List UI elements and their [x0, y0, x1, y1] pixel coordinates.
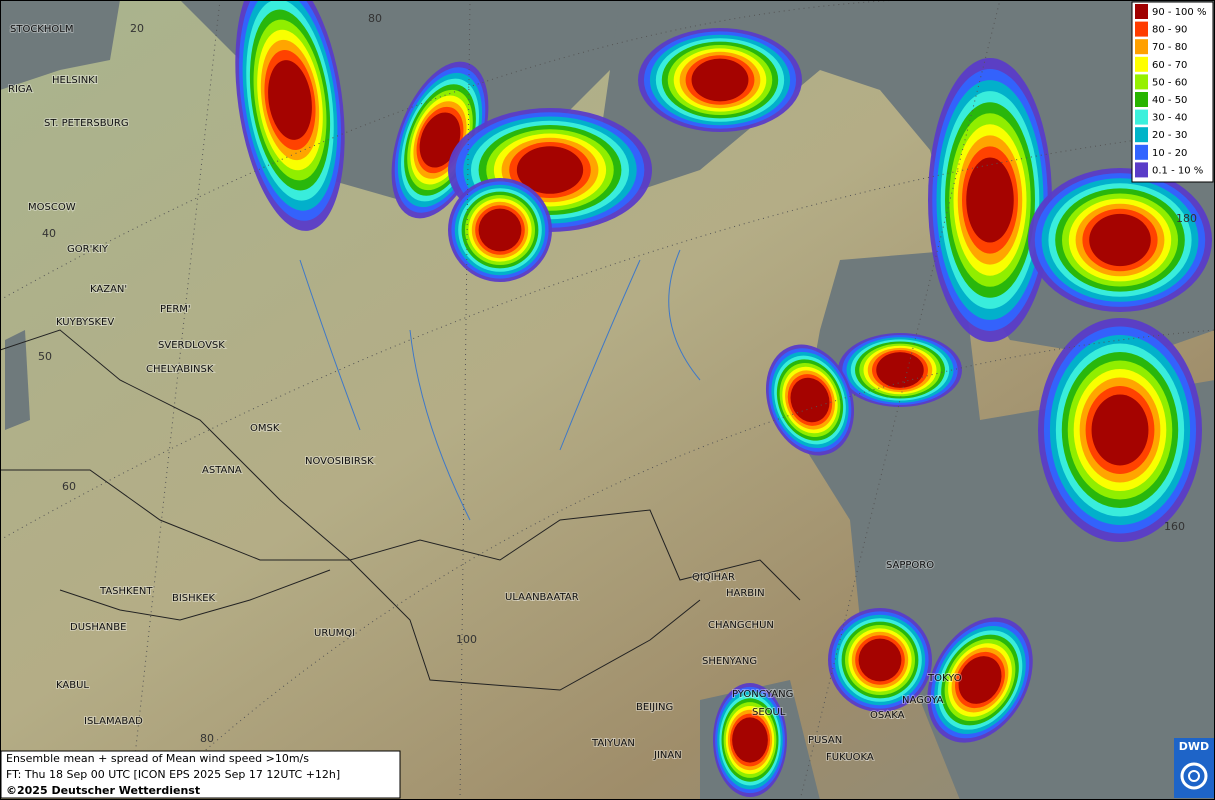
- info-box: Ensemble mean + spread of Mean wind spee…: [0, 750, 401, 799]
- legend-label: 0.1 - 10 %: [1152, 165, 1203, 176]
- legend-label: 20 - 30: [1152, 130, 1187, 141]
- city-label: HARBIN: [726, 588, 765, 599]
- prob-area: [732, 717, 768, 763]
- prob-area: [966, 157, 1014, 243]
- prob-area: [419, 112, 461, 168]
- legend-swatch: [1135, 56, 1148, 72]
- city-label: SVERDLOVSK: [158, 340, 225, 351]
- legend-label: 10 - 20: [1152, 148, 1187, 159]
- city-label: NAGOYA: [902, 695, 944, 706]
- legend-label: 80 - 90: [1152, 25, 1187, 36]
- city-label: OMSK: [250, 423, 280, 434]
- city-label: PUSAN: [808, 735, 842, 746]
- city-label: BISHKEK: [172, 593, 216, 604]
- graticule-label: 160: [1164, 520, 1185, 533]
- graticule-label: 80: [200, 732, 214, 745]
- legend: 90 - 100 % 80 - 90 70 - 80 60 - 70 50 - 60 40…: [1131, 1, 1214, 183]
- legend-swatch: [1135, 39, 1148, 55]
- info-line: ©2025 Deutscher Wetterdienst: [6, 784, 200, 797]
- city-label: PERM': [160, 304, 191, 315]
- logo-icon: [1188, 770, 1200, 782]
- city-label: OSAKA: [870, 710, 905, 721]
- city-label: SEOUL: [752, 707, 786, 718]
- city-label: BEIJING: [636, 702, 673, 713]
- city-label: ST. PETERSBURG: [44, 118, 129, 129]
- legend-swatch: [1135, 92, 1148, 107]
- legend-label: 70 - 80: [1152, 42, 1187, 53]
- prob-blobs: [235, 0, 1212, 797]
- city-label: SAPPORO: [886, 560, 934, 571]
- legend-label: 30 - 40: [1152, 113, 1187, 124]
- city-label: NOVOSIBIRSK: [305, 456, 374, 467]
- city-label: QIQIHAR: [692, 572, 735, 583]
- legend-label: 60 - 70: [1152, 60, 1187, 71]
- city-label: FUKUOKA: [826, 752, 874, 763]
- rivers: [299, 249, 701, 521]
- info-line: Ensemble mean + spread of Mean wind spee…: [6, 752, 309, 765]
- legend-swatch: [1135, 127, 1148, 143]
- info-background: [0, 750, 401, 799]
- legend-swatch: [1135, 144, 1148, 160]
- prob-area: [691, 58, 749, 102]
- graticule-label: 180: [1176, 212, 1197, 225]
- borders: [0, 329, 801, 691]
- city-label: GOR'KIY: [67, 244, 109, 255]
- legend-swatch: [1135, 21, 1148, 37]
- city-label: CHELYABINSK: [146, 364, 214, 375]
- legend-swatch: [1135, 109, 1148, 125]
- city-label: ASTANA: [202, 465, 242, 476]
- graticule-label: 100: [456, 633, 477, 646]
- city-label: TOKYO: [927, 673, 962, 684]
- city-label: URUMQI: [314, 628, 355, 639]
- city-label: KABUL: [56, 680, 89, 691]
- prob-area: [858, 638, 902, 682]
- city-label: KAZAN': [90, 284, 127, 295]
- city-label: TAIYUAN: [591, 738, 635, 749]
- city-label: JINAN: [653, 750, 682, 761]
- city-label: CHANGCHUN: [708, 620, 774, 631]
- city-labels: STOCKHOLM HELSINKI RIGA ST. PETERSBURG MOSCO…: [7, 23, 963, 764]
- prob-area: [790, 377, 830, 423]
- legend-swatch: [1135, 74, 1148, 90]
- city-label: HELSINKI: [52, 75, 98, 86]
- graticule-labels: 20 80 40 50 60 100 80 160 180: [38, 12, 1197, 745]
- dwd-logo: DWD: [1174, 738, 1214, 798]
- city-label: DUSHANBE: [70, 622, 126, 633]
- legend-label: 40 - 50: [1152, 95, 1187, 106]
- city-label: KUYBYSKEV: [56, 317, 114, 328]
- legend-label: 90 - 100 %: [1152, 7, 1206, 18]
- prob-area: [268, 60, 312, 140]
- prob-area: [1091, 394, 1149, 466]
- city-label: RIGA: [8, 84, 33, 95]
- info-line: FT: Thu 18 Sep 00 UTC [ICON EPS 2025 Sep…: [6, 768, 340, 781]
- legend-swatch: [1135, 4, 1148, 19]
- graticule-label: 60: [62, 480, 76, 493]
- city-label: PYONGYANG: [732, 689, 793, 700]
- city-label: STOCKHOLM: [10, 24, 73, 35]
- city-label: MOSCOW: [28, 202, 76, 213]
- prob-area: [876, 352, 924, 388]
- graticule-label: 80: [368, 12, 382, 25]
- prob-area: [958, 656, 1002, 704]
- graticule-label: 50: [38, 350, 52, 363]
- prob-area: [516, 146, 584, 194]
- graticule-label: 40: [42, 227, 56, 240]
- prob-area: [478, 208, 522, 252]
- city-label: ULAANBAATAR: [505, 592, 579, 603]
- city-label: ISLAMABAD: [84, 716, 143, 727]
- graticule-label: 20: [130, 22, 144, 35]
- legend-label: 50 - 60: [1152, 77, 1187, 88]
- logo-text: DWD: [1179, 740, 1209, 753]
- logo-icon: [1180, 762, 1208, 790]
- city-label: SHENYANG: [702, 656, 757, 667]
- legend-swatch: [1135, 162, 1148, 178]
- prob-area: [1089, 213, 1151, 267]
- city-label: TASHKENT: [99, 586, 153, 597]
